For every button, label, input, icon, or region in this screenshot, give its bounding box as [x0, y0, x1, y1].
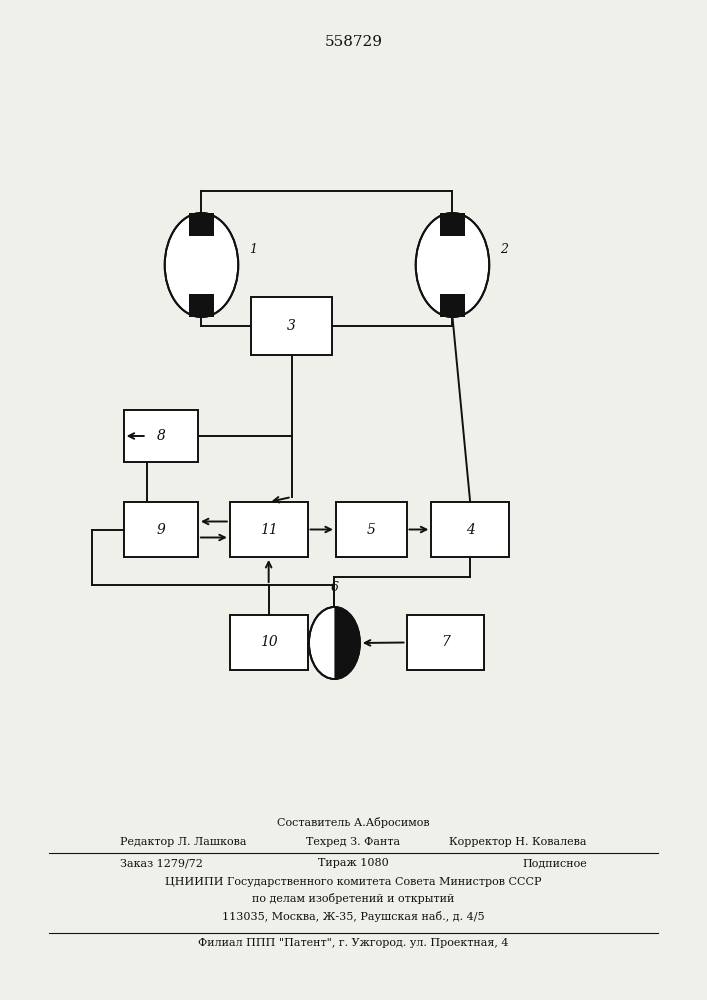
Text: 113035, Москва, Ж-35, Раушская наб., д. 4/5: 113035, Москва, Ж-35, Раушская наб., д. …: [222, 910, 485, 922]
Text: по делам изобретений и открытий: по делам изобретений и открытий: [252, 894, 455, 904]
Text: 8: 8: [156, 429, 165, 443]
Bar: [251, 297, 332, 355]
Text: Тираж 1080: Тираж 1080: [318, 858, 389, 868]
Circle shape: [309, 607, 360, 679]
Bar: [440, 213, 465, 236]
Text: 7: 7: [441, 636, 450, 650]
Text: Составитель А.Абросимов: Составитель А.Абросимов: [277, 816, 430, 828]
Bar: [230, 502, 308, 557]
Text: 9: 9: [156, 522, 165, 536]
Bar: [189, 294, 214, 317]
Text: 4: 4: [466, 522, 474, 536]
Bar: [124, 410, 198, 462]
Text: Филиал ППП "Патент", г. Ужгород. ул. Проектная, 4: Филиал ППП "Патент", г. Ужгород. ул. Про…: [198, 938, 509, 948]
Bar: [440, 294, 465, 317]
Bar: [431, 502, 509, 557]
Text: ЦНИИПИ Государственного комитета Совета Министров СССР: ЦНИИПИ Государственного комитета Совета …: [165, 877, 542, 887]
Text: 10: 10: [259, 636, 278, 650]
Bar: [407, 615, 484, 670]
Bar: [189, 213, 214, 236]
Bar: [124, 502, 198, 557]
Text: 558729: 558729: [325, 35, 382, 49]
Circle shape: [416, 213, 489, 317]
Text: 2: 2: [500, 243, 508, 256]
Text: Подписное: Подписное: [522, 858, 587, 868]
Text: Корректор Н. Ковалева: Корректор Н. Ковалева: [450, 837, 587, 847]
Text: 6: 6: [330, 581, 339, 594]
Text: 11: 11: [259, 522, 278, 536]
Wedge shape: [334, 607, 360, 679]
Text: Заказ 1279/72: Заказ 1279/72: [120, 858, 203, 868]
Text: 3: 3: [287, 319, 296, 333]
Text: Техред З. Фанта: Техред З. Фанта: [306, 837, 401, 847]
Bar: [336, 502, 407, 557]
Text: 5: 5: [367, 522, 375, 536]
Text: Редактор Л. Лашкова: Редактор Л. Лашкова: [120, 837, 247, 847]
Circle shape: [165, 213, 238, 317]
Text: 1: 1: [249, 243, 257, 256]
Bar: [230, 615, 308, 670]
